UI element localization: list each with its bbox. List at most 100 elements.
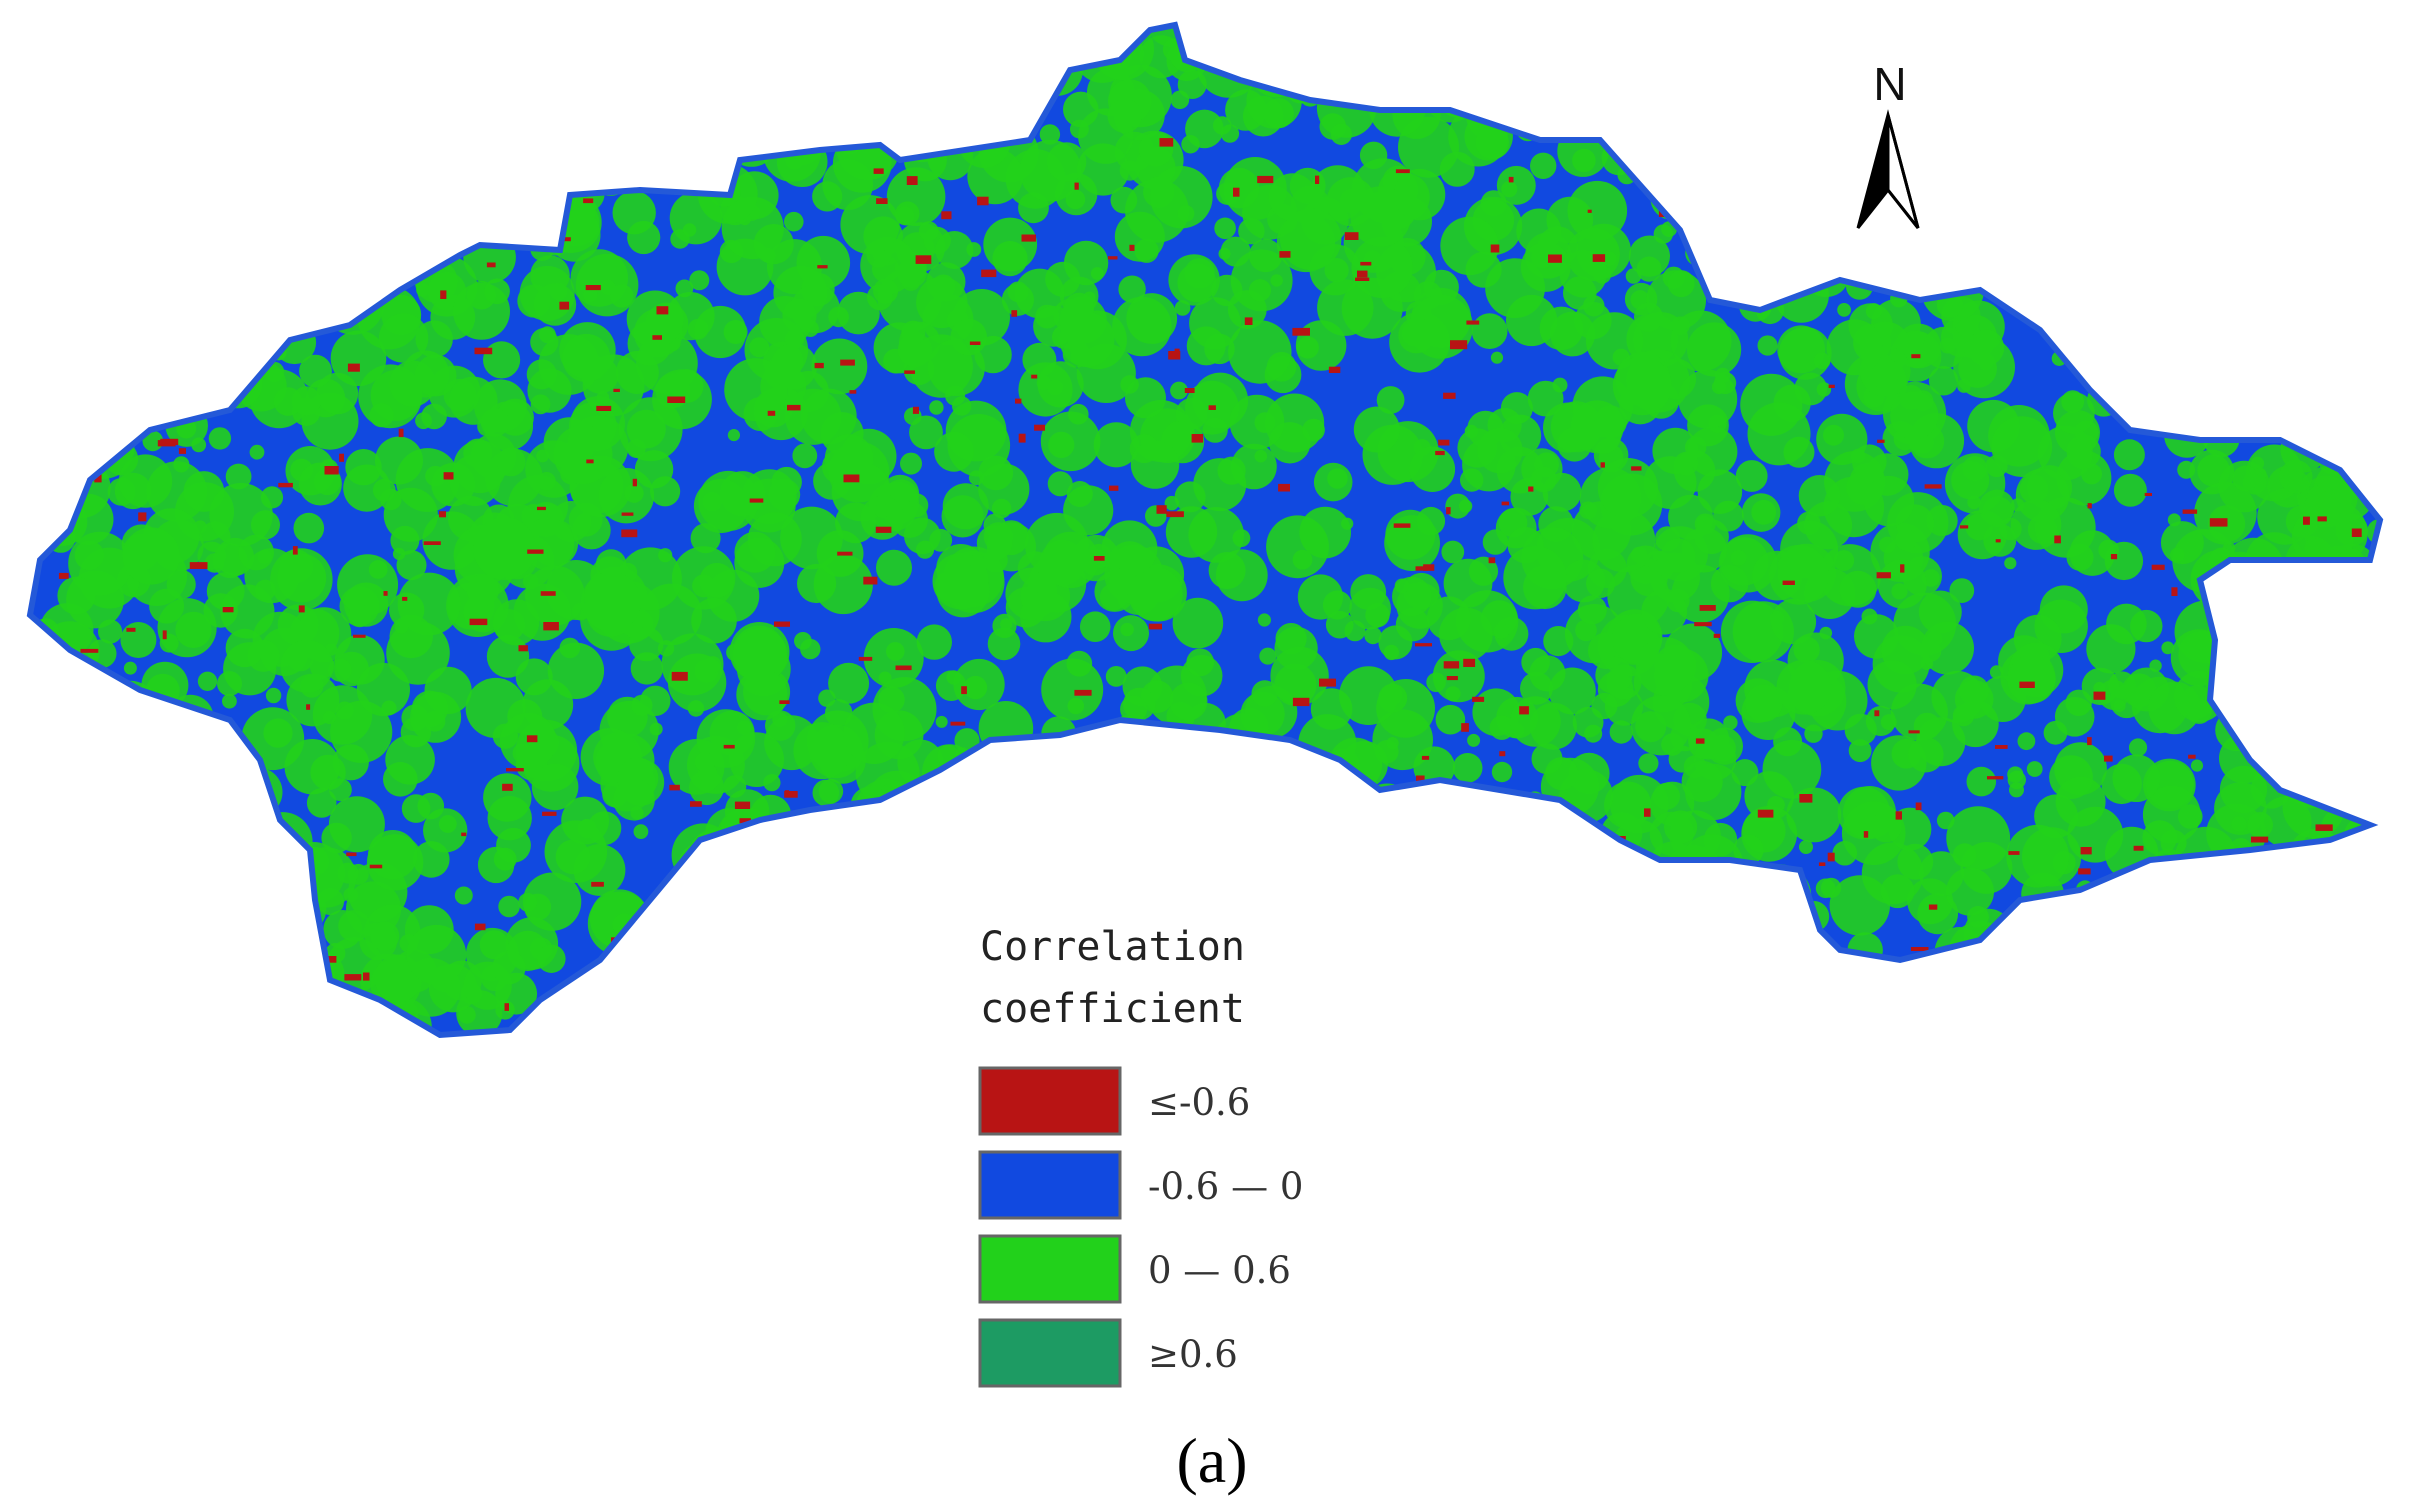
texture-patch-green — [1920, 104, 1968, 152]
texture-speck-red — [75, 966, 83, 973]
texture-patch-green — [942, 832, 1005, 895]
texture-patch-green — [1357, 931, 1390, 964]
texture-patch-green — [797, 563, 837, 604]
texture-patch-green — [2338, 428, 2380, 481]
texture-patch-green — [221, 881, 252, 913]
texture-patch-green — [1998, 1018, 2024, 1035]
texture-patch-green — [1585, 418, 1622, 454]
texture-patch-green — [66, 725, 128, 787]
texture-patch-green — [1139, 854, 1167, 882]
texture-patch-green — [2339, 915, 2380, 970]
texture-patch-green — [2081, 114, 2106, 140]
texture-patch-green — [819, 908, 868, 957]
texture-patch-green — [2095, 25, 2160, 88]
texture-patch-green — [2260, 868, 2310, 918]
texture-patch-green — [1143, 862, 1165, 885]
texture-patch-green — [2220, 355, 2235, 369]
texture-patch-green — [2262, 216, 2316, 270]
texture-patch-green — [1829, 875, 1891, 936]
texture-patch-green — [2257, 901, 2272, 916]
texture-patch-green — [1232, 529, 1251, 547]
texture-patch-green — [1634, 302, 1663, 332]
texture-patch-green — [897, 966, 940, 1009]
texture-speck-red — [323, 956, 337, 963]
texture-patch-green — [950, 318, 987, 356]
texture-patch-green — [2277, 319, 2334, 376]
texture-patch-green — [1172, 882, 1190, 901]
texture-speck-red — [685, 897, 697, 902]
texture-patch-green — [2330, 586, 2380, 647]
texture-patch-green — [928, 803, 983, 857]
texture-patch-green — [1833, 550, 1855, 571]
texture-patch-green — [207, 916, 266, 975]
texture-patch-green — [1275, 623, 1307, 655]
texture-patch-green — [1723, 118, 1773, 167]
texture-patch-green — [795, 855, 828, 889]
texture-patch-green — [91, 157, 133, 199]
texture-patch-green — [210, 90, 230, 110]
texture-patch-green — [2106, 603, 2147, 645]
texture-patch-green — [1471, 313, 1508, 349]
texture-speck-red — [2087, 737, 2092, 746]
texture-patch-green — [1284, 1015, 1307, 1035]
texture-patch-green — [1048, 817, 1075, 844]
texture-patch-green — [2325, 180, 2359, 214]
texture-patch-green — [1155, 737, 1199, 782]
texture-patch-green — [840, 195, 900, 255]
texture-speck-red — [1597, 1028, 1611, 1033]
texture-patch-green — [2092, 169, 2136, 213]
texture-patch-green — [657, 88, 672, 102]
texture-patch-green — [992, 241, 1028, 277]
texture-speck-red — [2292, 962, 2298, 967]
texture-patch-green — [1809, 25, 1865, 61]
texture-speck-red — [1362, 880, 1370, 888]
texture-speck-red — [278, 482, 293, 488]
texture-patch-green — [564, 93, 612, 141]
texture-patch-green — [1747, 402, 1811, 466]
texture-patch-green — [609, 41, 638, 70]
texture-patch-green — [1930, 83, 1994, 147]
texture-patch-green — [1164, 495, 1180, 511]
texture-patch-green — [348, 604, 371, 628]
texture-patch-green — [692, 574, 716, 598]
texture-patch-green — [158, 941, 174, 957]
texture-patch-green — [159, 633, 179, 653]
texture-patch-green — [1423, 909, 1454, 941]
texture-patch-green — [1516, 208, 1562, 254]
texture-patch-green — [30, 73, 62, 107]
texture-patch-green — [522, 872, 582, 931]
texture-speck-red — [465, 62, 480, 66]
texture-patch-green — [2129, 939, 2145, 955]
texture-patch-green — [82, 35, 127, 81]
texture-patch-green — [389, 592, 425, 628]
texture-patch-green — [1772, 157, 1795, 180]
texture-patch-green — [1349, 25, 1381, 49]
texture-speck-red — [1731, 994, 1747, 1001]
texture-speck-red — [1631, 466, 1642, 471]
texture-patch-green — [853, 926, 874, 947]
texture-patch-green — [245, 291, 279, 325]
texture-patch-green — [30, 479, 74, 540]
texture-patch-green — [209, 336, 243, 370]
texture-patch-green — [425, 93, 457, 125]
texture-speck-red — [2209, 518, 2228, 527]
texture-patch-green — [210, 768, 262, 821]
texture-speck-red — [784, 791, 798, 798]
texture-patch-green — [1848, 739, 1872, 763]
texture-speck-red — [506, 768, 524, 772]
texture-speck-red — [1490, 244, 1500, 253]
texture-speck-red — [2330, 83, 2341, 88]
texture-patch-green — [1597, 458, 1658, 519]
texture-patch-green — [265, 687, 282, 704]
texture-patch-green — [48, 659, 104, 715]
texture-speck-red — [1501, 501, 1509, 506]
texture-patch-green — [2149, 53, 2179, 82]
texture-speck-red — [383, 591, 388, 596]
texture-patch-green — [186, 138, 228, 180]
texture-patch-green — [1923, 326, 1966, 369]
texture-patch-green — [2316, 617, 2337, 638]
texture-patch-green — [1228, 848, 1273, 893]
texture-patch-green — [2194, 309, 2228, 343]
texture-speck-red — [1166, 511, 1184, 518]
texture-speck-red — [1109, 485, 1119, 491]
